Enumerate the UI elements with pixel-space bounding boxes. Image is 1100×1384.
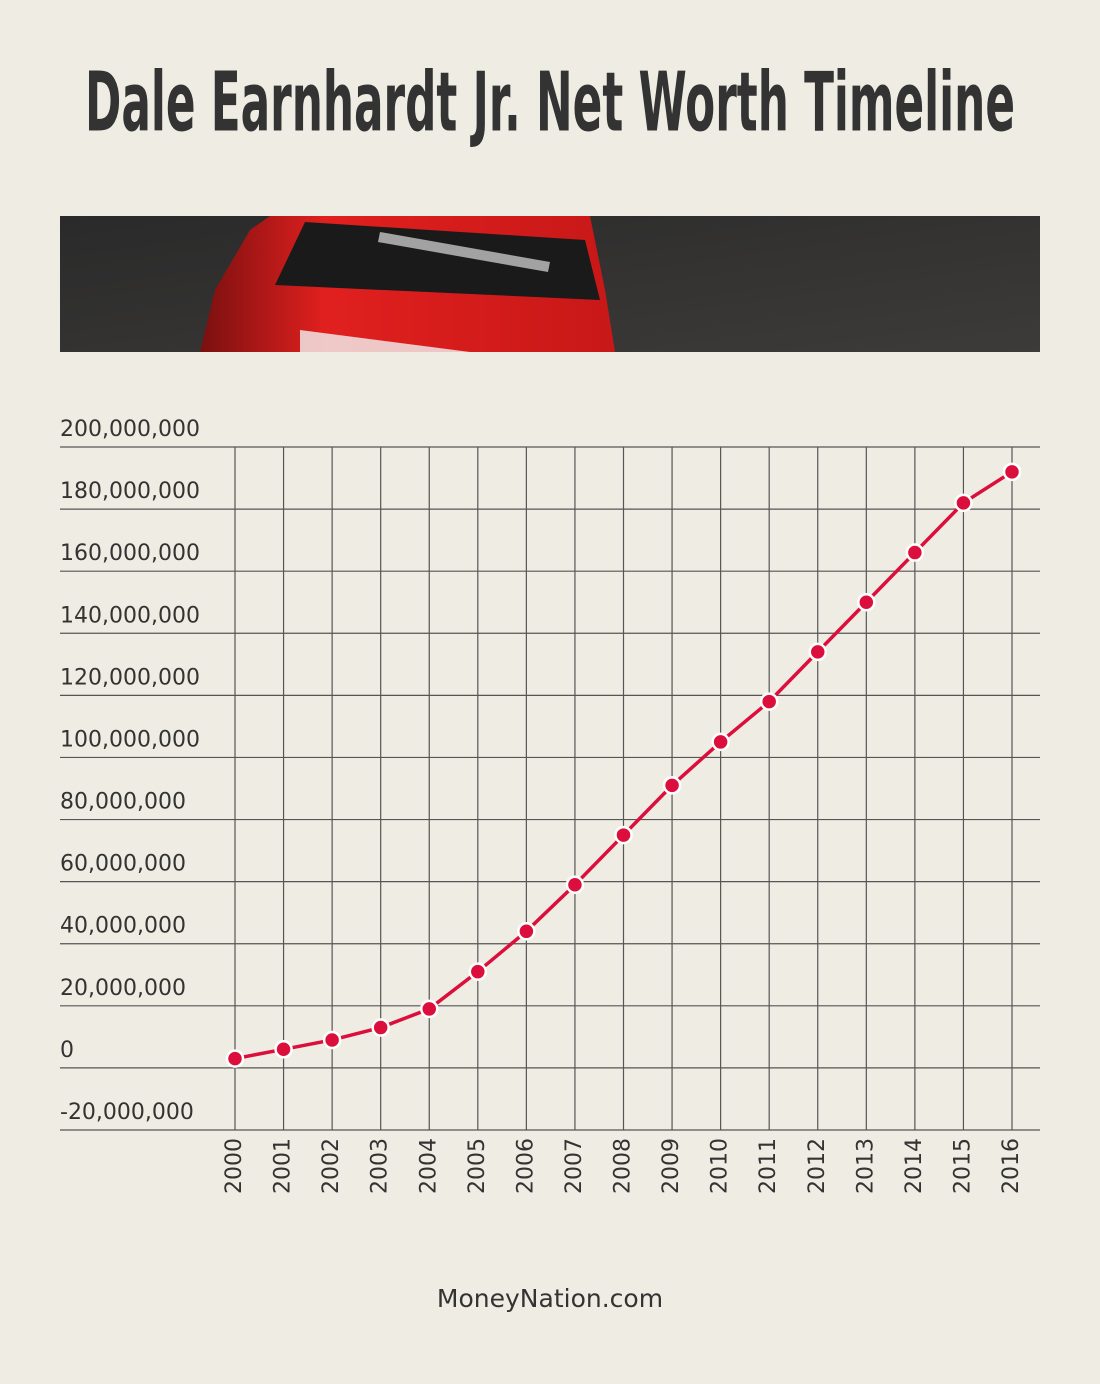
y-tick-label: 60,000,000	[60, 852, 186, 877]
x-tick-label: 2011	[756, 1138, 781, 1194]
point	[468, 962, 488, 981]
x-tick-label: 2013	[853, 1138, 878, 1194]
y-tick-label: 140,000,000	[60, 603, 200, 628]
x-tick-label: 2012	[805, 1138, 830, 1194]
banner-photo	[60, 216, 1040, 352]
y-tick-label: 80,000,000	[60, 790, 186, 815]
point	[857, 592, 876, 612]
y-tick-label: -20,000,000	[60, 1100, 194, 1125]
x-tick-label: 2009	[659, 1138, 684, 1194]
y-tick-label: 0	[60, 1038, 74, 1063]
point	[565, 875, 585, 894]
point	[711, 732, 730, 752]
point	[420, 999, 439, 1019]
x-tick-label: 2004	[416, 1138, 441, 1194]
y-tick-label: 160,000,000	[60, 541, 200, 566]
x-tick-label: 2003	[368, 1138, 393, 1194]
point	[759, 692, 779, 711]
x-tick-label: 2014	[902, 1138, 927, 1194]
y-tick-label: 180,000,000	[60, 479, 200, 504]
x-tick-label: 2000	[222, 1138, 247, 1194]
x-tick-label: 2002	[319, 1138, 344, 1194]
x-tick-label: 2016	[999, 1138, 1024, 1194]
point	[225, 1049, 245, 1068]
x-tick-label: 2007	[562, 1138, 587, 1194]
x-tick-label: 2010	[708, 1138, 733, 1194]
point	[1002, 462, 1022, 482]
x-tick-label: 2015	[950, 1138, 975, 1194]
source: MoneyNation.com	[437, 1284, 663, 1313]
x-tick-label: 2001	[271, 1138, 296, 1194]
x-tick-label: 2005	[465, 1138, 490, 1194]
point	[662, 776, 682, 795]
point	[905, 543, 925, 562]
y-tick-label: 100,000,000	[60, 727, 200, 752]
point	[371, 1018, 390, 1037]
x-tick-label: 2008	[611, 1138, 636, 1194]
y-tick-label: 120,000,000	[60, 665, 200, 690]
y-tick-label: 200,000,000	[60, 417, 200, 442]
point	[517, 922, 536, 941]
point	[808, 642, 827, 662]
point	[954, 493, 973, 513]
x-tick-label: 2006	[513, 1138, 538, 1194]
y-tick-label: 40,000,000	[60, 914, 186, 939]
point	[614, 825, 633, 845]
y-tick-label: 20,000,000	[60, 976, 186, 1001]
point	[322, 1030, 342, 1050]
chart-title: Dale Earnhardt Jr. Net Worth Timeline	[85, 55, 1015, 150]
point	[274, 1040, 293, 1059]
